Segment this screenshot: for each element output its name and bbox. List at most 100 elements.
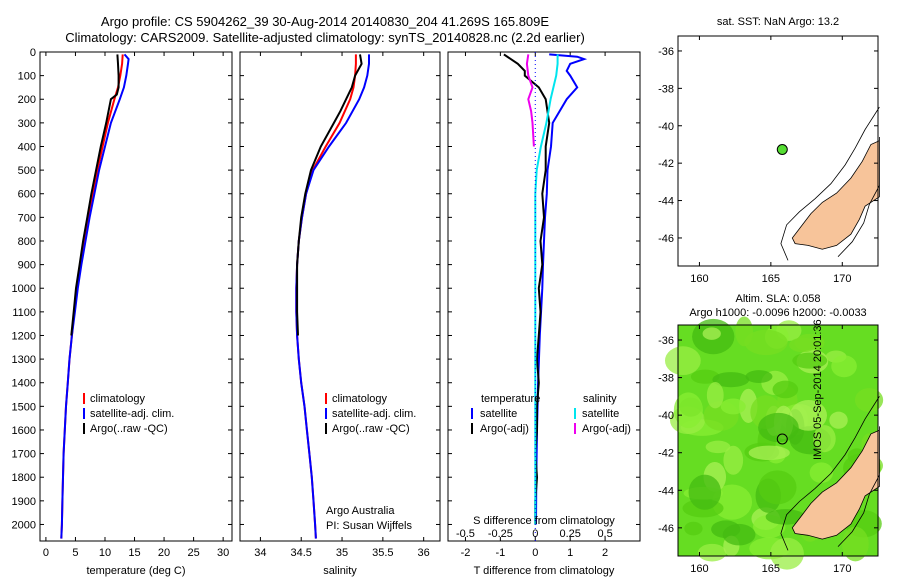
map-y-tick-label: -46 <box>658 233 674 245</box>
x-tick-label: 34.5 <box>291 547 312 559</box>
x-top-tick-label: 0.5 <box>597 528 612 540</box>
sla-map-title: Altim. SLA: 0.058 <box>736 293 821 305</box>
sla-blob <box>720 398 746 415</box>
series-s-satellite <box>534 54 559 525</box>
difference-xlabel-top: S difference from climatology <box>473 515 615 527</box>
temperature-xlabel: temperature (deg C) <box>86 565 185 577</box>
sla-map-frame <box>677 324 879 557</box>
x-tick-label: 1 <box>567 547 573 559</box>
difference-xlabel: T difference from climatology <box>474 565 615 577</box>
sst-map-panel <box>677 35 880 267</box>
temperature-panel <box>39 51 233 542</box>
y-tick-label: 1100 <box>12 307 36 319</box>
x-tick-label: -2 <box>461 547 471 559</box>
sla-blob <box>664 346 701 376</box>
x-tick-label: 15 <box>128 547 140 559</box>
map-y-tick-label: -40 <box>658 410 674 422</box>
salinity-xlabel: salinity <box>323 565 357 577</box>
y-tick-label: 1200 <box>12 330 36 342</box>
y-tick-label: 700 <box>18 212 36 224</box>
sla-blob <box>684 521 703 536</box>
land-mass <box>791 426 880 540</box>
y-tick-label: 1700 <box>12 449 36 461</box>
sla-blob <box>789 400 827 431</box>
temperature-legend-label: Argo(..raw -QC) <box>90 423 168 435</box>
x-tick-label: 10 <box>99 547 111 559</box>
sla-blob <box>722 523 756 546</box>
map-x-tick-label: 160 <box>690 273 708 285</box>
salinity-panel <box>239 51 441 542</box>
sst-map-title: sat. SST: NaN Argo: 13.2 <box>717 16 839 28</box>
x-tick-label: 30 <box>217 547 229 559</box>
land-mass <box>791 137 880 250</box>
sla-blob <box>809 462 834 483</box>
x-tick-label: 0 <box>43 547 49 559</box>
sst-map-frame <box>677 35 879 267</box>
sla-blob <box>745 370 773 383</box>
x-tick-label: -1 <box>495 547 505 559</box>
map-y-tick-label: -46 <box>658 523 674 535</box>
map-y-tick-label: -42 <box>658 448 674 460</box>
y-tick-label: 1500 <box>12 401 36 413</box>
sla-blob <box>748 445 790 461</box>
y-tick-label: 1900 <box>12 496 36 508</box>
x-tick-label: 2 <box>602 547 608 559</box>
x-tick-label: 34 <box>254 547 266 559</box>
x-tick-label: 36 <box>418 547 430 559</box>
x-tick-label: 0 <box>532 547 538 559</box>
x-tick-label: 20 <box>158 547 170 559</box>
x-top-tick-label: -0.25 <box>488 528 513 540</box>
map-y-tick-label: -44 <box>658 196 674 208</box>
sla-blob <box>690 369 720 384</box>
x-top-tick-label: 0 <box>532 528 538 540</box>
y-tick-label: 1400 <box>12 378 36 390</box>
map-x-tick-label: 170 <box>833 563 851 575</box>
map-y-tick-label: -42 <box>658 158 674 170</box>
sla-blob <box>758 470 797 505</box>
difference-legend-label: satellite <box>480 408 517 420</box>
map-y-tick-label: -40 <box>658 121 674 133</box>
difference-frame <box>447 51 641 542</box>
sla-blob <box>705 440 731 454</box>
difference-panel <box>447 51 641 542</box>
map-x-tick-label: 165 <box>762 273 780 285</box>
argo-position-marker <box>776 144 788 156</box>
credit-line-1: Argo Australia <box>326 505 395 517</box>
salinity-legend-label: climatology <box>332 393 388 405</box>
sla-blob <box>735 316 753 347</box>
map-y-tick-label: -38 <box>658 373 674 385</box>
sla-blob <box>673 392 703 429</box>
isobath-contour <box>837 185 880 257</box>
y-tick-label: 1600 <box>12 425 36 437</box>
isobath-contour <box>780 106 880 261</box>
sla-blob <box>758 412 799 443</box>
x-top-tick-label: 0.25 <box>559 528 580 540</box>
temperature-legend-label: climatology <box>90 393 146 405</box>
salinity-legend-label: Argo(..raw -QC) <box>332 423 410 435</box>
temperature-legend-label: satellite-adj. clim. <box>90 408 174 420</box>
map-x-tick-label: 170 <box>833 273 851 285</box>
sla-blob <box>712 372 750 388</box>
y-tick-label: 100 <box>18 71 36 83</box>
sla-map-subtitle: Argo h1000: -0.0096 h2000: -0.0033 <box>689 307 866 319</box>
salinity-frame <box>239 51 441 542</box>
sla-blob <box>702 327 721 340</box>
sla-blob <box>831 355 857 378</box>
header-line-1: Argo profile: CS 5904262_39 30-Aug-2014 … <box>100 14 550 29</box>
sla-blob <box>697 543 727 562</box>
sla-map-panel <box>664 316 884 570</box>
map-x-tick-label: 165 <box>762 563 780 575</box>
sla-blob <box>706 382 724 409</box>
sla-blob <box>688 474 722 510</box>
y-tick-label: 0 <box>30 47 36 59</box>
map-y-tick-label: -36 <box>658 46 674 58</box>
x-top-tick-label: -0.5 <box>456 528 475 540</box>
y-tick-label: 2000 <box>12 519 36 531</box>
sla-blob <box>792 352 828 369</box>
y-tick-label: 500 <box>18 165 36 177</box>
difference-legend-label: Argo(-adj) <box>480 423 529 435</box>
series-t-satellite <box>535 53 588 525</box>
y-tick-label: 800 <box>18 236 36 248</box>
map-y-tick-label: -38 <box>658 83 674 95</box>
series-satellite-adj-clim- <box>60 53 130 539</box>
